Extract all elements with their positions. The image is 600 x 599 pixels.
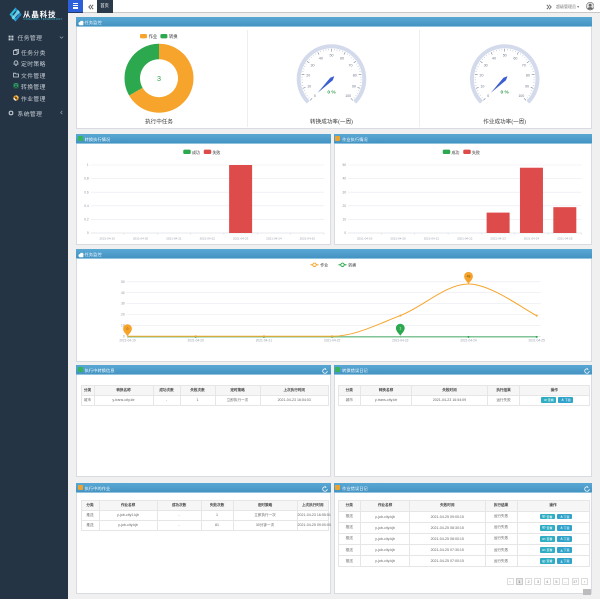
svg-text:10: 10 — [343, 218, 347, 222]
svg-text:50: 50 — [343, 163, 347, 167]
svg-text:2021-04-22: 2021-04-22 — [200, 237, 216, 241]
svg-text:作业成功率(一周): 作业成功率(一周) — [483, 117, 526, 125]
svg-text:100: 100 — [518, 94, 524, 98]
svg-text:2021-04-23: 2021-04-23 — [233, 237, 249, 241]
svg-text:2021-04-24: 2021-04-24 — [266, 237, 282, 241]
svg-text:成功: 成功 — [451, 149, 459, 155]
svg-text:0 %: 0 % — [327, 90, 336, 96]
svg-text:0.2: 0.2 — [84, 218, 89, 222]
svg-text:80: 80 — [353, 74, 357, 78]
svg-text:100: 100 — [345, 94, 351, 98]
svg-text:2021-04-20: 2021-04-20 — [390, 237, 406, 241]
svg-text:40: 40 — [121, 291, 125, 295]
svg-text:10: 10 — [121, 324, 125, 328]
svg-text:2021-04-21: 2021-04-21 — [424, 237, 440, 241]
svg-text:60: 60 — [513, 56, 517, 60]
svg-text:失败: 失败 — [472, 149, 480, 155]
svg-text:2021-04-22: 2021-04-22 — [457, 237, 473, 241]
svg-text:0 %: 0 % — [501, 90, 510, 96]
svg-text:80: 80 — [526, 74, 530, 78]
svg-text:2021-04-21: 2021-04-21 — [256, 338, 273, 342]
svg-text:2021-04-19: 2021-04-19 — [119, 338, 136, 342]
svg-text:0.8: 0.8 — [84, 177, 89, 181]
svg-text:48: 48 — [467, 275, 471, 279]
svg-text:2021-04-23: 2021-04-23 — [490, 237, 506, 241]
svg-text:转换: 转换 — [169, 33, 178, 40]
svg-text:转换成功率(一周): 转换成功率(一周) — [310, 117, 353, 125]
svg-text:0: 0 — [123, 334, 125, 338]
svg-text:转换: 转换 — [348, 262, 356, 268]
svg-text:40: 40 — [492, 56, 496, 60]
svg-text:3: 3 — [157, 74, 161, 83]
svg-text:90: 90 — [525, 84, 529, 88]
svg-text:20: 20 — [343, 204, 347, 208]
svg-text:2021-04-19: 2021-04-19 — [357, 237, 373, 241]
svg-text:30: 30 — [121, 302, 125, 306]
svg-text:0: 0 — [87, 231, 89, 235]
svg-text:2021-04-20: 2021-04-20 — [133, 237, 149, 241]
svg-text:2021-04-25: 2021-04-25 — [529, 338, 546, 342]
svg-text:2021-04-25: 2021-04-25 — [557, 237, 573, 241]
svg-text:2021-04-20: 2021-04-20 — [188, 338, 205, 342]
svg-text:10: 10 — [307, 84, 311, 88]
svg-text:作业: 作业 — [320, 262, 328, 268]
svg-text:90: 90 — [352, 84, 356, 88]
svg-text:0: 0 — [314, 94, 316, 98]
svg-text:20: 20 — [306, 74, 310, 78]
svg-text:70: 70 — [522, 63, 526, 67]
svg-text:50: 50 — [330, 54, 334, 58]
svg-text:0.4: 0.4 — [84, 204, 89, 208]
svg-text:50: 50 — [503, 54, 507, 58]
svg-text:失败: 失败 — [212, 149, 220, 155]
svg-text:2021-04-19: 2021-04-19 — [100, 237, 116, 241]
svg-text:2021-04-23: 2021-04-23 — [392, 338, 409, 342]
svg-text:30: 30 — [310, 63, 314, 67]
svg-text:40: 40 — [343, 177, 347, 181]
svg-text:0: 0 — [127, 327, 129, 331]
svg-text:20: 20 — [121, 313, 125, 317]
svg-text:70: 70 — [349, 63, 353, 67]
svg-text:0: 0 — [344, 231, 346, 235]
svg-text:50: 50 — [121, 280, 125, 284]
svg-text:作业: 作业 — [149, 33, 158, 40]
svg-text:30: 30 — [343, 190, 347, 194]
svg-text:60: 60 — [340, 56, 344, 60]
svg-text:0.6: 0.6 — [84, 190, 89, 194]
svg-text:2021-04-22: 2021-04-22 — [324, 338, 341, 342]
svg-text:20: 20 — [479, 74, 483, 78]
svg-text:成功: 成功 — [192, 149, 200, 155]
svg-text:1: 1 — [87, 163, 89, 167]
svg-text:10: 10 — [480, 84, 484, 88]
svg-text:2021-04-24: 2021-04-24 — [460, 338, 477, 342]
svg-text:0: 0 — [487, 94, 489, 98]
svg-text:执行中任务: 执行中任务 — [145, 117, 173, 125]
svg-text:2021-04-21: 2021-04-21 — [166, 237, 182, 241]
svg-text:2021-04-24: 2021-04-24 — [524, 237, 540, 241]
svg-text:40: 40 — [319, 56, 323, 60]
svg-text:2021-04-25: 2021-04-25 — [300, 237, 316, 241]
svg-text:1: 1 — [399, 326, 401, 330]
svg-text:30: 30 — [484, 63, 488, 67]
